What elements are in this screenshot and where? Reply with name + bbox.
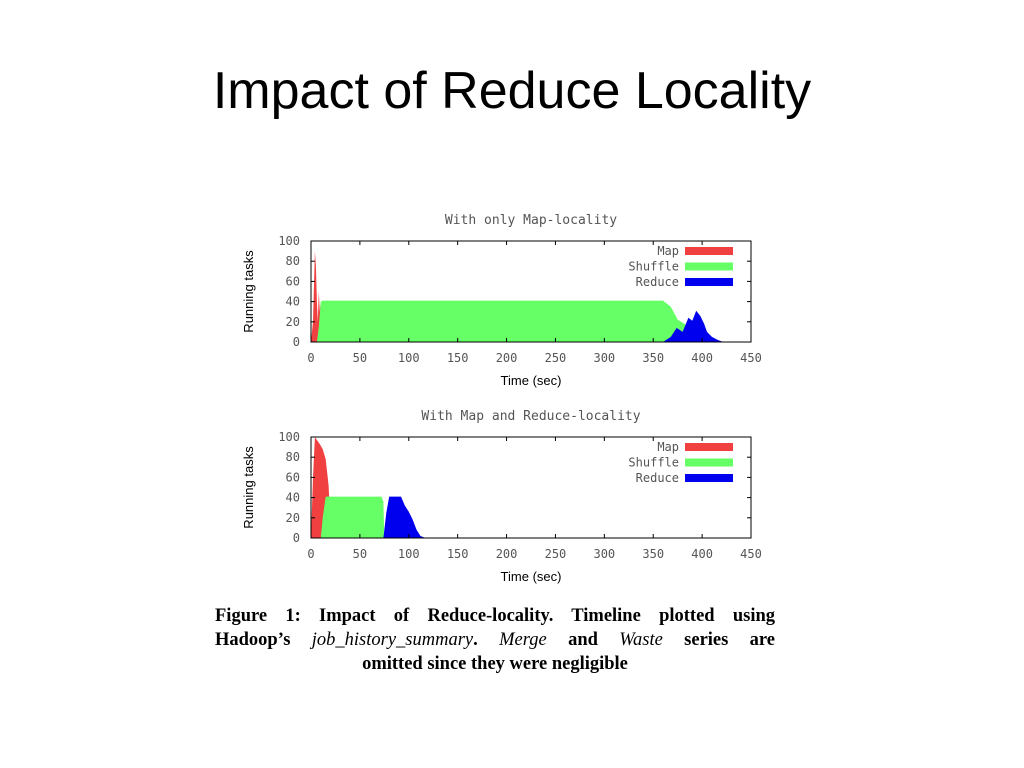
y-tick-label: 40	[286, 295, 300, 309]
x-tick-label: 50	[353, 351, 367, 365]
x-tick-label: 200	[496, 351, 518, 365]
x-tick-label: 350	[642, 351, 664, 365]
figure-caption: Figure 1: Impact of Reduce-locality. Tim…	[215, 604, 775, 676]
plot-frame	[310, 436, 752, 539]
caption-line-2: Hadoop’s job_history_summary. Merge and …	[215, 628, 775, 652]
x-tick-label: 150	[447, 351, 469, 365]
y-tick-label: 80	[286, 254, 300, 268]
legend-swatch-reduce	[685, 278, 733, 286]
y-tick-label: 100	[278, 234, 300, 248]
y-tick-label: 20	[286, 315, 300, 329]
y-tick-label: 60	[286, 470, 300, 484]
caption-text: .	[473, 630, 500, 650]
x-tick-label: 200	[496, 547, 518, 561]
y-tick-label: 60	[286, 274, 300, 288]
series-shuffle-area	[316, 300, 698, 342]
x-tick-label: 100	[398, 351, 420, 365]
x-tick-label: 400	[691, 547, 713, 561]
legend-label-shuffle: Shuffle	[628, 456, 679, 470]
chart-title: With Map and Reduce-locality	[421, 409, 640, 424]
legend-swatch-map	[685, 247, 733, 255]
x-tick-label: 0	[307, 351, 314, 365]
legend-swatch-map	[685, 443, 733, 451]
y-tick-label: 100	[278, 430, 300, 444]
y-tick-label: 0	[293, 335, 300, 349]
series-reduce-area	[663, 310, 724, 342]
x-tick-label: 250	[545, 351, 567, 365]
caption-text: and	[568, 630, 598, 650]
legend-label-map: Map	[657, 440, 679, 454]
caption-line-1: Figure 1: Impact of Reduce-locality. Tim…	[215, 606, 775, 626]
x-axis-label: Time (sec)	[501, 569, 562, 584]
chart-title: With only Map-locality	[445, 213, 617, 228]
legend-swatch-reduce	[685, 474, 733, 482]
legend-label-shuffle: Shuffle	[628, 260, 679, 274]
x-tick-label: 450	[740, 351, 762, 365]
x-tick-label: 300	[593, 547, 615, 561]
series-shuffle-area	[320, 496, 385, 538]
legend-label-reduce: Reduce	[636, 275, 679, 289]
caption-text: Hadoop’s	[215, 630, 291, 650]
x-tick-label: 50	[353, 547, 367, 561]
x-axis-label: Time (sec)	[501, 373, 562, 388]
y-axis-label: Running tasks	[241, 250, 256, 333]
caption-text: series are	[684, 630, 776, 650]
x-tick-label: 450	[740, 547, 762, 561]
x-tick-label: 0	[307, 547, 314, 561]
x-tick-label: 350	[642, 547, 664, 561]
slide-title: Impact of Reduce Locality	[212, 62, 812, 120]
x-tick-label: 300	[593, 351, 615, 365]
y-tick-label: 0	[293, 531, 300, 545]
x-tick-label: 250	[545, 547, 567, 561]
chart-map-reduce-locality: With Map and Reduce-locality 0 20 40 60 80 100…	[241, 409, 762, 584]
y-tick-label: 40	[286, 491, 300, 505]
x-tick-label: 100	[398, 547, 420, 561]
plot-frame	[310, 240, 752, 343]
y-tick-label: 20	[286, 511, 300, 525]
caption-line-3: omitted since they were negligible	[362, 654, 628, 674]
caption-italic: job_history_summary	[311, 630, 474, 650]
legend-label-map: Map	[657, 244, 679, 258]
y-tick-label: 80	[286, 450, 300, 464]
caption-italic: Merge	[499, 630, 547, 650]
series-reduce-area	[383, 496, 426, 538]
legend-label-reduce: Reduce	[636, 471, 679, 485]
legend-swatch-shuffle	[685, 262, 733, 271]
x-tick-label: 150	[447, 547, 469, 561]
caption-italic: Waste	[619, 630, 663, 650]
series-map-area	[311, 251, 322, 342]
chart-map-locality: With only Map-locality 0 20 40 60 80 100 0 50 100…	[241, 213, 762, 388]
legend-swatch-shuffle	[685, 458, 733, 467]
y-axis-label: Running tasks	[241, 446, 256, 529]
x-tick-label: 400	[691, 351, 713, 365]
